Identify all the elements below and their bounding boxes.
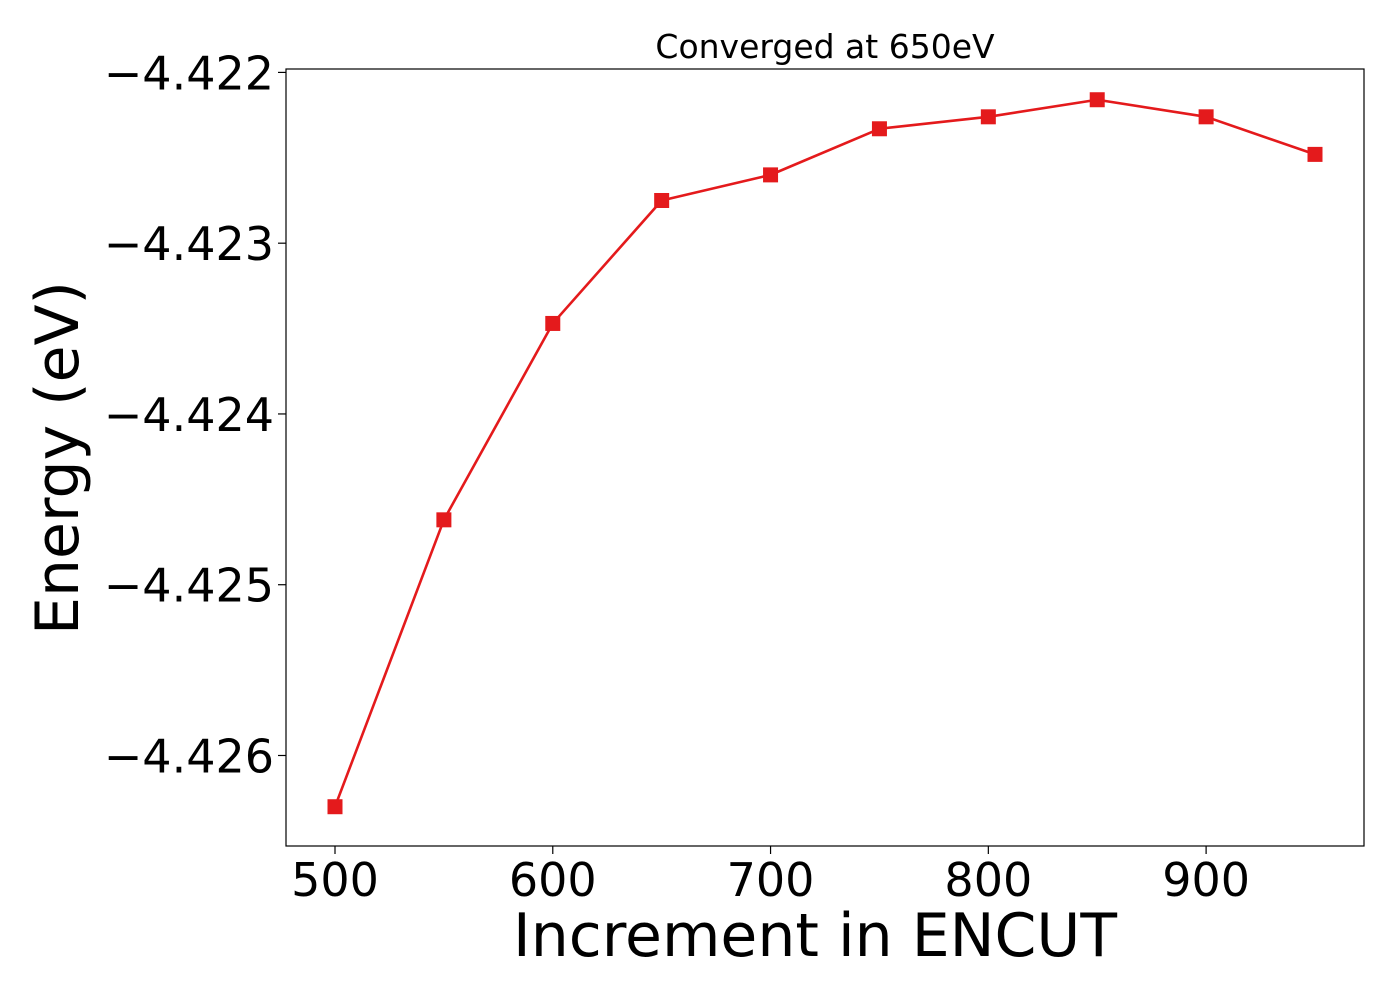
series-line [333,98,1316,808]
x-axis-label: Increment in ENCUT [513,901,1117,971]
chart-title: Converged at 650eV [655,27,995,66]
data-point [763,167,779,183]
x-tick-label: 500 [291,853,379,907]
y-tick-label: −4.423 [104,217,274,271]
data-point [871,121,887,137]
y-tick-label: −4.426 [104,729,274,783]
plot-frame [285,68,1365,847]
data-point [980,109,996,125]
data-point [1198,109,1214,125]
data-point [545,315,561,331]
x-tick-label: 800 [944,853,1032,907]
data-point [1089,92,1105,108]
y-tick-label: −4.425 [104,559,274,613]
x-tick-label: 600 [509,853,597,907]
x-tick-label: 900 [1162,853,1250,907]
x-axis: 500 600 700 800 900 [291,846,1250,907]
data-point [654,192,670,208]
data-point [1307,146,1323,162]
y-tick-label: −4.422 [104,46,274,100]
y-axis-label: Energy (eV) [23,281,93,635]
y-tick-label: −4.424 [104,388,274,442]
x-tick-label: 700 [727,853,815,907]
plot-area [327,92,1323,815]
y-axis: −4.422 −4.423 −4.424 −4.425 −4.426 [104,46,286,783]
data-point [327,799,343,815]
data-point [436,512,452,528]
